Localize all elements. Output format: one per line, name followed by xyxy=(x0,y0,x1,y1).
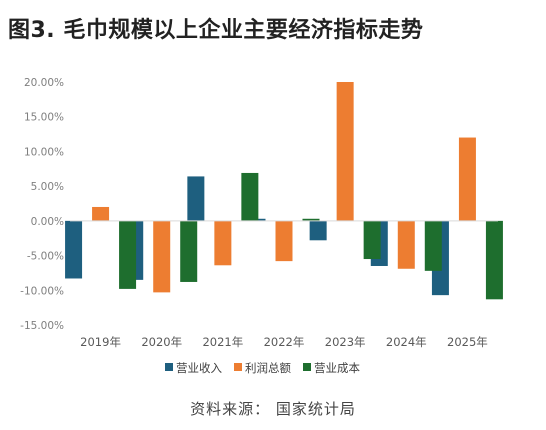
bar-2 xyxy=(275,220,293,262)
bar-3 xyxy=(424,220,442,271)
bar-3 xyxy=(180,220,198,282)
x-tick-label: 2021年 xyxy=(202,335,243,349)
x-tick-label: 2022年 xyxy=(264,335,305,349)
bar-3 xyxy=(302,218,320,221)
bar-2 xyxy=(214,220,232,266)
y-tick-label: 15.00% xyxy=(24,112,64,124)
y-tick-label: -5.00% xyxy=(27,251,64,263)
source-note: 资料来源： 国家统计局 xyxy=(190,400,356,418)
x-tick-label: 2025年 xyxy=(447,335,488,349)
legend-swatch xyxy=(303,363,311,371)
y-tick-label: 5.00% xyxy=(31,181,64,193)
bar-2 xyxy=(153,220,171,293)
bar-3 xyxy=(363,220,381,260)
bar-1 xyxy=(187,176,205,221)
bar-3 xyxy=(241,172,259,221)
x-tick-label: 2023年 xyxy=(325,335,366,349)
x-tick-label: 2020年 xyxy=(141,335,182,349)
bar-2 xyxy=(397,220,415,269)
legend-swatch xyxy=(234,363,242,371)
y-tick-label: -10.00% xyxy=(20,285,64,297)
x-tick-label: 2019年 xyxy=(80,335,121,349)
y-tick-label: -15.00% xyxy=(20,320,64,332)
legend-label: 营业收入 xyxy=(176,361,222,375)
legend-label: 利润总额 xyxy=(245,361,291,375)
y-tick-label: 20.00% xyxy=(24,77,64,89)
bar-3 xyxy=(485,220,503,300)
chart-title: 图3. 毛巾规模以上企业主要经济指标走势 xyxy=(8,18,424,43)
bar-1 xyxy=(309,220,327,241)
legend-swatch xyxy=(165,363,173,371)
bar-2 xyxy=(458,137,476,221)
bar-2 xyxy=(92,206,110,221)
bar-3 xyxy=(119,220,137,289)
legend-label: 营业成本 xyxy=(314,361,360,375)
bar-2 xyxy=(336,82,354,221)
y-tick-label: 10.00% xyxy=(24,146,64,158)
y-tick-label: 0.00% xyxy=(31,216,64,228)
bar-1 xyxy=(65,220,83,279)
x-tick-label: 2024年 xyxy=(386,335,427,349)
